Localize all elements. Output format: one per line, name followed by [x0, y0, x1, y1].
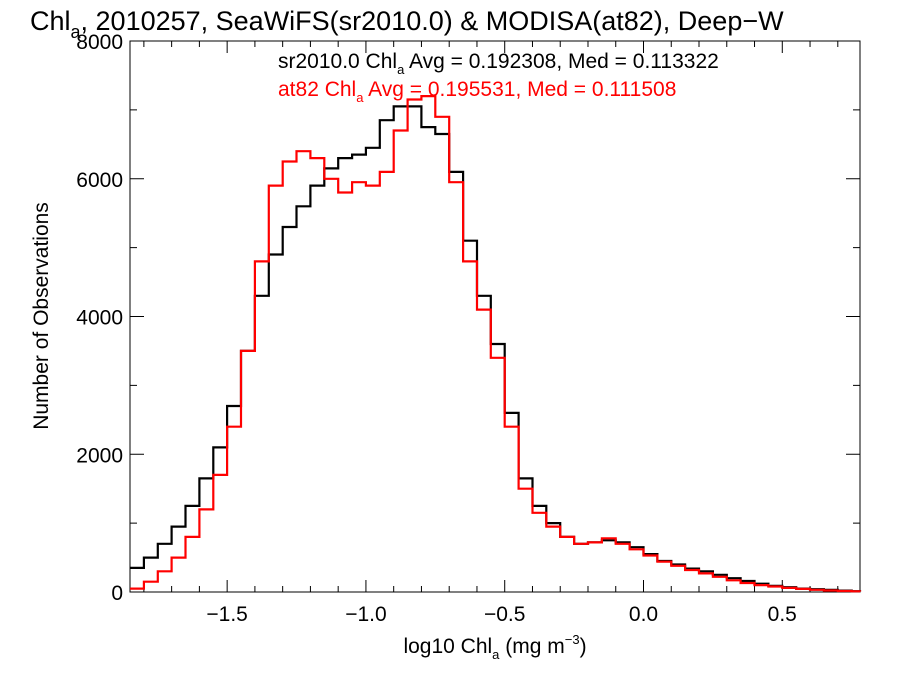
plot-frame [129, 40, 861, 593]
x-tick-label: −1.0 [345, 603, 386, 626]
y-tick-label: 2000 [76, 444, 123, 467]
x-axis-ticks: −1.5 −1.0 −0.5 0.0 0.5 [143, 41, 839, 626]
y-tick-label: 0 [111, 582, 123, 605]
legend-at82-sub: a [356, 90, 364, 105]
x-axis-label-pre: log10 Chl [403, 635, 492, 658]
legend-at82-post: Avg = 0.195531, Med = 0.111508 [363, 78, 676, 101]
chart-title: Chla, 2010257, SeaWiFS(sr2010.0) & MODIS… [30, 6, 784, 42]
legend-sr2010-pre: sr2010.0 Chl [278, 50, 397, 73]
x-axis-label-sub: a [492, 647, 500, 662]
legend-at82-pre: at82 Chl [278, 78, 356, 101]
y-tick-label: 8000 [76, 31, 123, 54]
x-axis-label-exp: −3 [565, 632, 580, 647]
x-tick-label: 0.0 [629, 603, 658, 626]
legend-at82: at82 Chla Avg = 0.195531, Med = 0.111508 [278, 78, 676, 105]
x-tick-label: −1.5 [206, 603, 247, 626]
chart-title-subscript: a [71, 22, 82, 42]
x-tick-label: −0.5 [484, 603, 525, 626]
series-sr2010-line [130, 105, 862, 593]
legend-sr2010-sub: a [397, 62, 405, 77]
y-tick-label: 4000 [76, 307, 123, 330]
legend-sr2010-post: Avg = 0.192308, Med = 0.113322 [404, 50, 719, 73]
x-axis-label: log10 Chla (mg m−3) [403, 632, 586, 662]
legend-sr2010: sr2010.0 Chla Avg = 0.192308, Med = 0.11… [278, 50, 719, 77]
x-tick-label: 0.5 [768, 603, 797, 626]
series-at82-line [130, 95, 862, 593]
chart-title-rest: , 2010257, SeaWiFS(sr2010.0) & MODISA(at… [81, 6, 785, 36]
x-axis-label-unit: (mg m [499, 635, 564, 658]
y-axis-ticks: 0 2000 4000 6000 8000 [76, 31, 860, 605]
chart-title-main: Chl [30, 6, 71, 36]
y-tick-label: 6000 [76, 169, 123, 192]
x-axis-label-close: ) [580, 635, 587, 658]
series-group [130, 95, 862, 593]
y-axis-label: Number of Observations [30, 202, 53, 430]
